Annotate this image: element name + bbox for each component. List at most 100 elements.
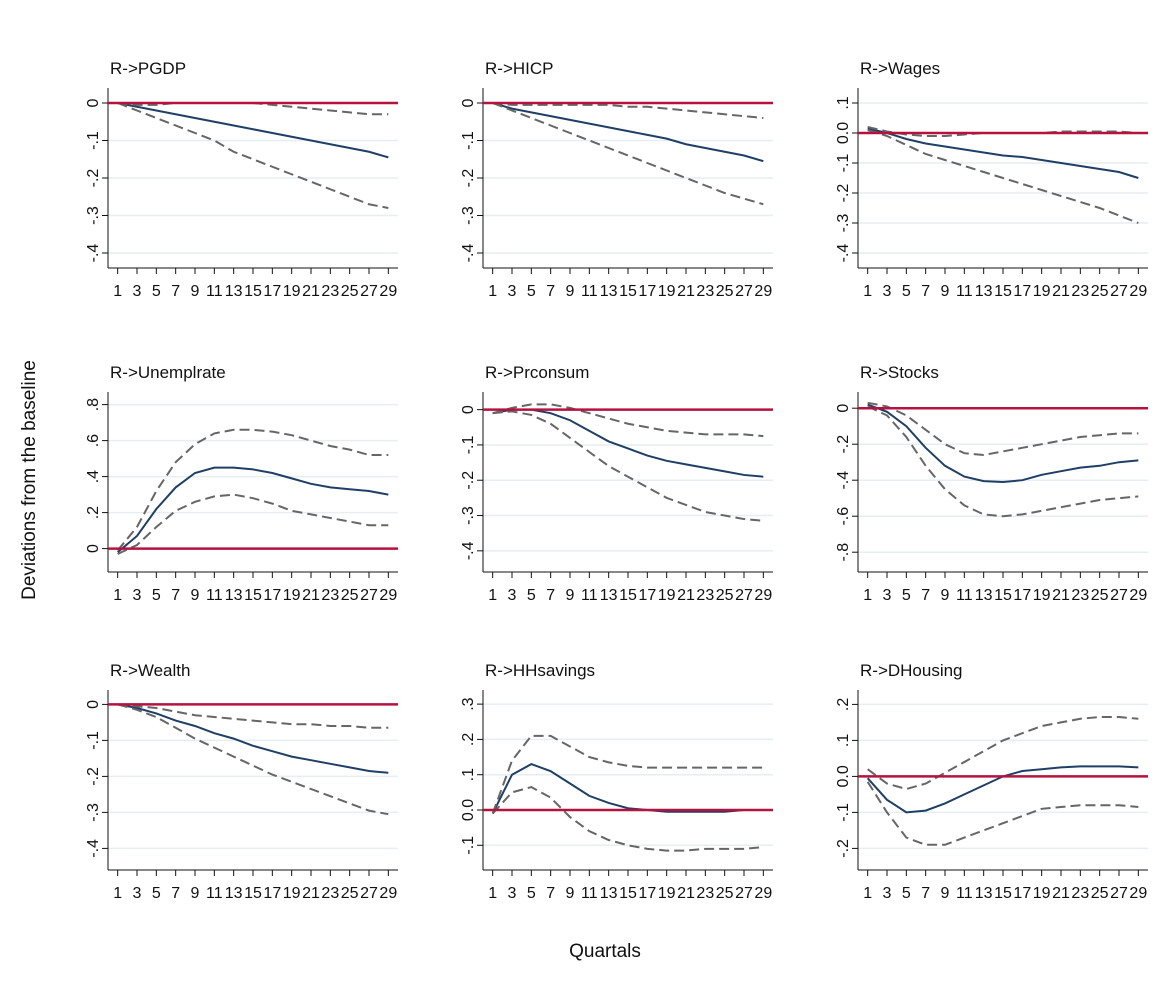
x-tick-label: 19: [658, 283, 676, 300]
x-tick-label: 7: [171, 587, 180, 604]
x-tick-label: 9: [566, 283, 575, 300]
x-tick-label: 25: [1091, 885, 1109, 902]
y-tick-label: -.2: [460, 169, 477, 188]
x-tick-label: 13: [975, 283, 993, 300]
x-tick-label: 3: [508, 885, 517, 902]
series-line: [867, 403, 1139, 484]
x-tick-label: 1: [488, 587, 497, 604]
x-tick-label: 13: [975, 885, 993, 902]
x-tick-label: 9: [191, 283, 200, 300]
series-line: [492, 102, 764, 206]
series-line: [491, 734, 764, 814]
x-tick-label: 9: [941, 283, 950, 300]
y-tick-label: 0: [85, 700, 102, 709]
x-tick-label: 9: [191, 885, 200, 902]
y-tick-label: -.4: [460, 541, 477, 560]
x-tick-label: 25: [341, 283, 359, 300]
x-tick-label: 21: [302, 885, 320, 902]
y-tick-label: -.2: [85, 767, 102, 786]
x-tick-label: 29: [754, 283, 772, 300]
y-tick-label: -.8: [835, 543, 852, 562]
x-tick-label: 1: [863, 587, 872, 604]
x-tick-label: 17: [1013, 283, 1031, 300]
y-tick-label: .2: [460, 733, 477, 746]
x-tick-label: 17: [263, 283, 281, 300]
x-tick-label: 19: [658, 885, 676, 902]
y-tick-label: -.1: [460, 131, 477, 150]
x-tick-label: 9: [566, 885, 575, 902]
x-tick-label: 19: [658, 587, 676, 604]
series-line: [492, 102, 764, 119]
x-tick-label: 29: [1129, 587, 1147, 604]
y-tick-label: 0: [85, 544, 102, 553]
x-tick-label: 7: [171, 283, 180, 300]
x-tick-label: 1: [488, 283, 497, 300]
x-tick-label: 17: [263, 885, 281, 902]
x-tick-label: 23: [696, 587, 714, 604]
x-tick-label: 11: [206, 885, 223, 902]
series-line: [867, 716, 1139, 791]
y-tick-label: -.4: [85, 244, 102, 263]
x-tick-label: 7: [921, 885, 930, 902]
x-tick-label: 11: [581, 283, 598, 300]
panel-title: R->Unemplrate: [110, 363, 226, 382]
panel: R->DHousing-.2-.10.0.1.21 3 5 7 9 11 13 15 17 19 2…: [835, 661, 1148, 902]
series-line: [492, 403, 764, 438]
x-tick-label: 7: [546, 587, 555, 604]
x-tick-label: 11: [956, 587, 973, 604]
x-tick-label: 9: [566, 587, 575, 604]
x-tick-label: 25: [1091, 587, 1109, 604]
y-tick-label: 0: [460, 98, 477, 107]
x-tick-label: 13: [225, 283, 243, 300]
y-tick-label: .8: [85, 398, 102, 411]
panel-title: R->Stocks: [860, 363, 939, 382]
x-tick-label: 3: [133, 885, 142, 902]
x-tick-label: 17: [1013, 587, 1031, 604]
panel-title: R->DHousing: [860, 661, 963, 680]
x-tick-label: 19: [283, 587, 301, 604]
x-tick-label: 5: [902, 283, 911, 300]
y-tick-label: .1: [835, 96, 852, 109]
x-tick-label: 27: [1110, 587, 1128, 604]
x-tick-label: 5: [152, 885, 161, 902]
y-tick-label: 0: [460, 405, 477, 414]
x-tick-label: 25: [1091, 283, 1109, 300]
x-tick-label: 13: [975, 587, 993, 604]
y-tick-label: -.1: [85, 731, 102, 750]
x-tick-label: 19: [1033, 885, 1051, 902]
x-tick-label: 23: [321, 283, 339, 300]
series-line: [117, 102, 389, 159]
x-tick-label: 21: [1052, 587, 1070, 604]
x-tick-label: 17: [1013, 885, 1031, 902]
x-tick-label: 29: [754, 587, 772, 604]
x-tick-label: 25: [341, 885, 359, 902]
x-tick-label: 15: [994, 885, 1012, 902]
panel: R->Wages.10.0-.1-.2-.3-.41 3 5 7 9 11 13 15 17 19…: [835, 59, 1148, 300]
x-tick-label: 25: [716, 885, 734, 902]
x-tick-label: 21: [302, 587, 320, 604]
y-tick-label: -.2: [85, 169, 102, 188]
series-line: [866, 781, 1139, 846]
x-tick-label: 23: [1071, 283, 1089, 300]
x-tick-label: 5: [902, 885, 911, 902]
x-tick-label: 7: [546, 885, 555, 902]
y-tick-label: -.1: [835, 154, 852, 173]
x-tick-label: 21: [677, 885, 695, 902]
y-tick-label: -.2: [835, 184, 852, 203]
y-tick-label: 0.0: [460, 799, 477, 821]
x-tick-label: 15: [244, 283, 262, 300]
y-tick-label: -.6: [835, 507, 852, 526]
series-line: [867, 405, 1139, 518]
x-tick-label: 23: [696, 885, 714, 902]
x-tick-label: 3: [883, 587, 892, 604]
x-axis-label: Quartals: [569, 941, 641, 962]
y-tick-label: -.3: [460, 506, 477, 525]
y-tick-label: -.4: [85, 839, 102, 858]
y-tick-label: -.2: [835, 839, 852, 858]
